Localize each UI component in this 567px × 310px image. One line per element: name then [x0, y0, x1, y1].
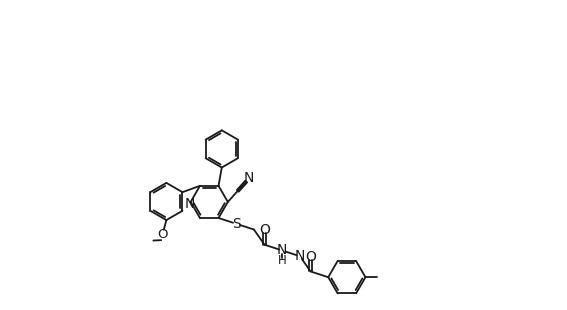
Text: N: N	[295, 249, 305, 263]
Text: N: N	[277, 243, 287, 258]
Text: O: O	[158, 228, 168, 241]
Text: O: O	[259, 223, 270, 237]
Text: S: S	[232, 217, 240, 231]
Text: O: O	[305, 250, 316, 264]
Text: N: N	[185, 197, 195, 211]
Text: N: N	[244, 171, 254, 185]
Text: H: H	[278, 254, 287, 267]
